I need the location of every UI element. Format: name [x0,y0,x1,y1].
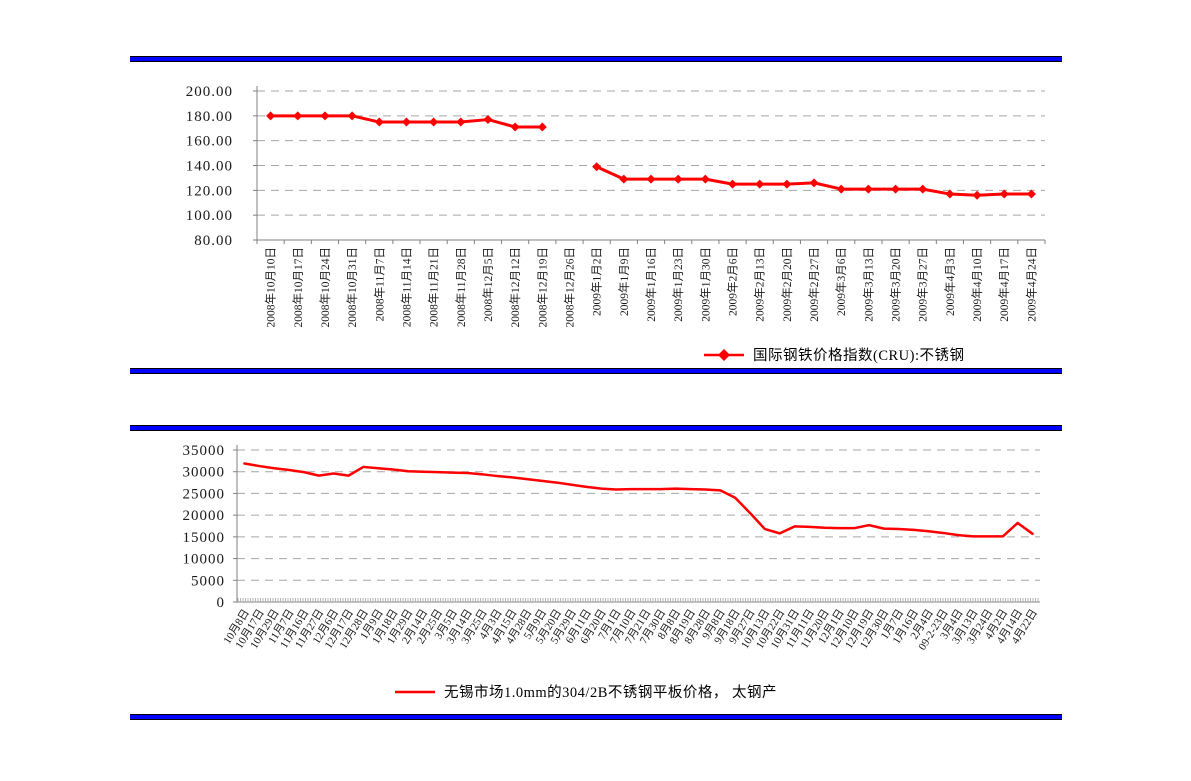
data-point-marker [918,184,928,194]
data-point-marker [537,122,547,132]
chart2-bottom-rule [130,714,1062,720]
x-tick-label: 2009年1月30日 [698,247,712,322]
x-tick-label: 2009年3月6日 [834,247,848,316]
y-tick-label: 0 [217,595,226,611]
data-point-marker [945,189,955,199]
x-tick-label: 2008年12月26日 [562,247,576,328]
data-point-marker [999,189,1009,199]
x-tick-label: 2008年10月24日 [318,247,332,328]
data-point-marker [401,117,411,127]
x-tick-label: 2008年10月10日 [264,247,278,328]
x-tick-label: 2009年1月2日 [590,247,604,316]
x-tick-label: 2008年11月21日 [427,247,441,327]
data-point-marker [483,115,493,125]
y-tick-label: 30000 [183,465,226,481]
x-tick-label: 2008年12月5日 [481,247,495,322]
x-tick-label: 2009年3月20日 [889,247,903,322]
x-tick-label: 2009年4月24日 [1024,247,1038,322]
data-point-marker [836,184,846,194]
y-tick-label: 5000 [191,573,225,589]
data-point-marker [293,111,303,121]
data-point-marker [646,174,656,184]
x-tick-label: 2009年2月27日 [807,247,821,322]
data-point-marker [782,179,792,189]
line-marker-icon [395,690,435,693]
x-tick-label: 2009年4月10日 [970,247,984,322]
data-point-marker [809,178,819,188]
x-tick-label: 2009年2月6日 [726,247,740,316]
x-tick-label: 2008年12月12日 [508,247,522,328]
data-point-marker [320,111,330,121]
data-point-marker [347,111,357,121]
data-point-marker [863,184,873,194]
x-tick-label: 2009年3月27日 [916,247,930,322]
data-point-marker [891,184,901,194]
data-point-marker [755,179,765,189]
x-tick-label: 2009年3月13日 [861,247,875,322]
price-line [243,462,1034,538]
data-point-marker [266,111,276,121]
x-tick-label: 2008年11月28日 [454,247,468,327]
chart1-legend: 国际钢铁价格指数(CRU):不锈钢 [702,344,965,365]
data-point-marker [728,179,738,189]
y-tick-label: 200.00 [186,84,233,100]
x-tick-label: 2009年1月23日 [671,247,685,322]
x-tick-label: 2009年1月16日 [644,247,658,322]
x-tick-label: 2008年11月7日 [372,247,386,321]
x-tick-label: 2008年12月19日 [535,247,549,328]
data-point-marker [456,117,466,127]
x-tick-label: 2008年11月14日 [399,247,413,327]
chart2-body: 35000 30000 25000 20000 15000 10000 5000 0 10月8日… [137,431,1053,712]
chart1-top-rule [130,56,1062,62]
data-point-marker [619,174,629,184]
y-tick-label: 25000 [183,486,226,502]
x-tick-label: 2009年1月9日 [617,247,631,316]
y-tick-label: 20000 [183,508,226,524]
data-point-marker [510,122,520,132]
y-tick-label: 160.00 [186,134,233,150]
data-point-marker [972,190,982,200]
x-tick-label: 2009年2月20日 [780,247,794,322]
chart1-bottom-rule [130,368,1062,374]
x-tick-label: 2009年4月3日 [943,247,957,316]
y-tick-label: 15000 [183,530,226,546]
chart2-legend: 无锡市场1.0mm的304/2B不锈钢平板价格， 太钢产 [393,681,777,702]
x-tick-label: 2009年4月17日 [997,247,1011,322]
y-tick-label: 180.00 [186,109,233,125]
chart2-top-rule [130,425,1062,431]
chart1-legend-label: 国际钢铁价格指数(CRU):不锈钢 [753,348,965,364]
x-tick-label: 2008年10月17日 [291,247,305,328]
data-point-marker [673,174,683,184]
data-point-marker [592,162,602,172]
data-point-marker [374,117,384,127]
y-tick-label: 35000 [183,443,226,459]
data-point-marker [700,174,710,184]
chart2-legend-label: 无锡市场1.0mm的304/2B不锈钢平板价格， 太钢产 [444,685,778,701]
line-diamond-marker-icon [704,348,744,361]
chart1-plot: 200.00 180.00 160.00 140.00 120.00 100.00 80.0… [186,84,1046,328]
data-point-marker [1026,189,1036,199]
y-tick-label: 80.00 [194,233,233,249]
x-tick-label: 2009年2月13日 [753,247,767,322]
chart1-body: 200.00 180.00 160.00 140.00 120.00 100.00 80.0… [137,65,1054,368]
y-tick-label: 120.00 [186,183,233,199]
x-tick-label: 2008年10月31日 [345,247,359,328]
y-tick-label: 10000 [183,552,226,568]
y-tick-label: 100.00 [186,208,233,224]
y-tick-label: 140.00 [186,159,233,175]
data-point-marker [429,117,439,127]
chart2-plot: 3500030000250002000015000100005000010月8日… [183,443,1041,652]
